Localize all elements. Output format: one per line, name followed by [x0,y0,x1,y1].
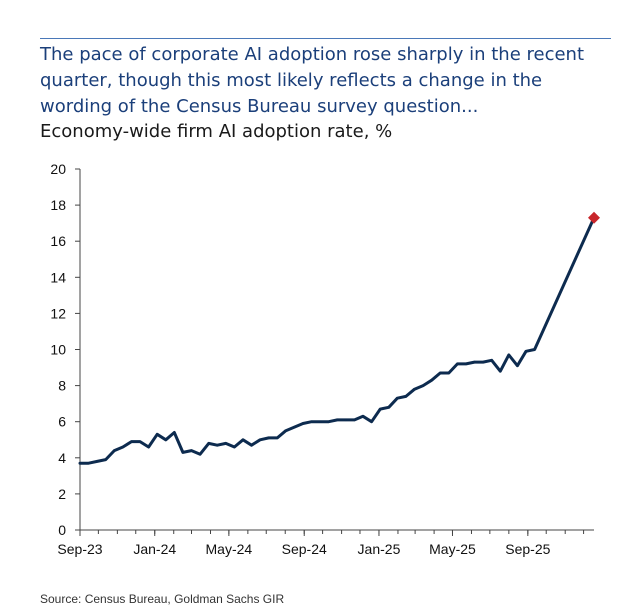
data-point [353,418,356,422]
data-point [224,442,228,445]
data-point [378,407,382,411]
data-point [404,395,408,398]
chart-headline: The pace of corporate AI adoption rose s… [40,44,585,117]
data-point [284,429,288,432]
data-point [233,445,236,449]
data-point [490,359,493,362]
y-tick-label: 20 [50,161,66,177]
data-point [138,440,142,443]
data-point [533,348,536,351]
x-tick-label: Sep-23 [57,541,102,557]
y-tick-label: 4 [58,450,66,466]
y-tick-label: 10 [50,342,66,358]
data-point [181,451,185,454]
data-point [276,436,279,440]
data-point [387,406,390,409]
data-point [87,462,90,465]
data-point [258,438,262,441]
x-tick-label: Jan-24 [133,541,176,557]
data-point [190,449,193,452]
data-point [207,442,210,445]
data-point [507,353,511,357]
latest-value-marker [588,211,600,224]
data-point [439,371,442,375]
data-point [396,397,399,400]
y-tick-label: 8 [58,378,66,394]
data-point [318,420,322,423]
x-tick-label: May-25 [429,541,476,557]
chart-subtitle: Economy-wide firm AI adoption rate, % [40,121,393,142]
data-point [464,362,468,366]
data-point [344,418,348,422]
data-point [121,445,125,449]
x-axis: Sep-23 Jan-24 May-24 Sep-24 Jan-25 May-25 Sep-… [57,529,594,557]
data-point [430,378,433,382]
y-tick-label: 16 [50,233,66,249]
x-tick-label: Sep-24 [282,541,327,557]
y-tick-label: 6 [58,414,66,430]
data-point [481,360,485,364]
data-point [198,452,202,456]
data-point [250,443,253,447]
series-line [78,216,596,465]
data-point [301,422,305,425]
data-point [164,438,167,441]
data-point [310,420,313,423]
data-point [327,420,330,423]
data-point [267,436,270,440]
data-point [370,420,373,423]
y-axis: 0 2 4 6 8 10 12 14 16 18 20 [50,161,81,538]
y-tick-label: 12 [50,305,66,321]
data-point [216,443,219,447]
data-point [447,371,451,375]
y-tick-label: 0 [58,522,66,538]
data-point [524,350,528,353]
data-point [456,362,459,366]
data-point [95,460,99,463]
y-tick-label: 14 [50,269,66,285]
data-point [421,384,425,387]
data-point [155,433,159,436]
data-point [336,418,339,422]
x-tick-label: Sep-25 [505,541,550,557]
data-point [499,369,502,373]
data-point [516,364,519,367]
series-layer [78,211,600,465]
source-note: Source: Census Bureau, Goldman Sachs GIR [40,592,285,606]
data-point [130,440,133,443]
data-point [78,462,82,465]
y-tick-label: 2 [58,486,66,502]
data-point [361,415,365,418]
x-tick-label: May-24 [206,541,253,557]
data-point [104,458,107,461]
data-point [473,360,476,364]
data-point [241,438,245,441]
data-point [147,445,150,449]
data-point [293,425,296,429]
data-point [113,449,116,452]
data-point [173,431,176,434]
x-tick-label: Jan-25 [358,541,401,557]
y-tick-label: 18 [50,197,66,213]
data-point [413,388,416,391]
title-rule [40,38,611,39]
